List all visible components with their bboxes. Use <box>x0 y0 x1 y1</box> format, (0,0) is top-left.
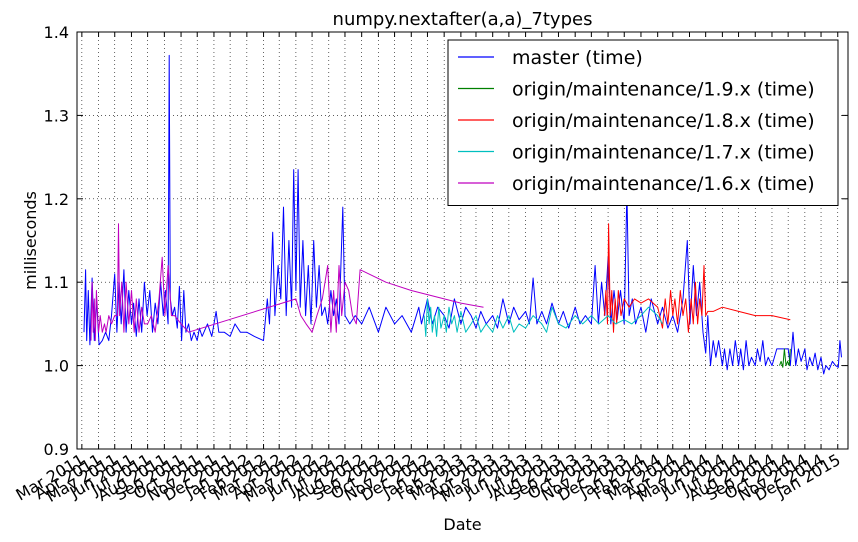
legend-entry-label: origin/maintenance/1.8.x (time) <box>512 110 815 132</box>
series-line <box>90 223 484 342</box>
series-line <box>423 298 663 337</box>
series-line <box>603 223 791 333</box>
y-axis-label: milliseconds <box>21 191 40 290</box>
legend-box <box>447 39 839 206</box>
chart-title: numpy.nextafter(a,a)_7types <box>333 9 593 30</box>
y-tick-label: 0.9 <box>44 440 69 459</box>
plot-frame <box>76 31 849 450</box>
series-layer <box>83 54 842 375</box>
x-axis-label: Date <box>443 515 481 534</box>
series-line <box>779 348 791 368</box>
legend: master (time) origin/maintenance/1.9.x (t… <box>447 39 839 206</box>
y-tick-label: 1.4 <box>44 23 69 42</box>
y-tick-label: 1.0 <box>44 357 69 376</box>
y-tick-label: 1.2 <box>44 190 69 209</box>
legend-entry-label: origin/maintenance/1.7.x (time) <box>512 142 815 164</box>
legend-entry-label: origin/maintenance/1.6.x (time) <box>512 173 815 195</box>
y-tick-label: 1.1 <box>44 273 69 292</box>
legend-entry-label: origin/maintenance/1.9.x (time) <box>512 79 815 101</box>
legend-entry-label: master (time) <box>512 47 643 69</box>
grid <box>77 32 848 449</box>
y-tick-label: 1.3 <box>44 106 69 125</box>
